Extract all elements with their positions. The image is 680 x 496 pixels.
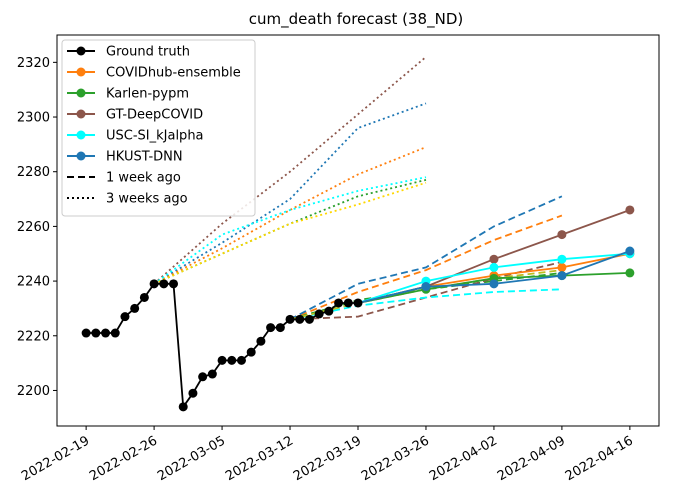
legend-label: 1 week ago: [106, 171, 181, 186]
legend-label: Ground truth: [106, 45, 190, 60]
legend-marker: [76, 109, 86, 119]
ground-truth-marker: [101, 328, 111, 338]
legend-marker: [76, 46, 86, 56]
legend-label: COVIDhub-ensemble: [106, 66, 241, 81]
ground-truth-marker: [314, 309, 324, 319]
x-tick-label: 2022-03-12: [223, 433, 296, 484]
ground-truth-marker: [188, 388, 198, 398]
hkust-dnn-marker: [489, 279, 499, 289]
legend-marker: [76, 151, 86, 161]
ground-truth-marker: [81, 328, 91, 338]
y-tick-label: 2200: [17, 384, 50, 399]
y-tick-label: 2300: [17, 111, 50, 126]
ground-truth-marker: [353, 298, 363, 308]
ground-truth-marker: [324, 306, 334, 316]
chart-title: cum_death forecast (38_ND): [249, 10, 463, 29]
forecast-dashed-line: [289, 269, 563, 321]
ground-truth-marker: [217, 355, 227, 365]
ground-truth-marker: [304, 314, 314, 324]
legend-label: HKUST-DNN: [106, 150, 183, 165]
ground-truth-marker: [343, 298, 353, 308]
ground-truth-line: [86, 282, 358, 410]
ground-truth-marker: [120, 312, 130, 322]
x-tick-label: 2022-03-26: [359, 433, 432, 484]
ground-truth-marker: [110, 328, 120, 338]
ground-truth-marker: [334, 298, 344, 308]
ground-truth-marker: [275, 323, 285, 333]
karlen-pypm-marker: [625, 268, 635, 278]
ground-truth-marker: [139, 292, 149, 302]
y-tick-label: 2220: [17, 329, 50, 344]
usc-si-kjalpha-dotted-line: [153, 176, 427, 285]
legend-label: USC-SI_kJalpha: [106, 129, 204, 144]
ground-truth-marker: [295, 314, 305, 324]
x-tick-label: 2022-02-19: [19, 433, 92, 484]
usc-si-kjalpha-marker: [557, 254, 567, 264]
x-tick-label: 2022-02-26: [87, 433, 160, 484]
ground-truth-marker: [227, 355, 237, 365]
ground-truth-marker: [169, 279, 179, 289]
ground-truth-marker: [266, 323, 276, 333]
series-layer: [81, 56, 635, 412]
legend-marker: [76, 67, 86, 77]
gt-deepcovid-marker: [489, 254, 499, 264]
hkust-dnn-dotted-line: [153, 102, 427, 285]
legend: Ground truth COVIDhub-ensemble Karlen-pypm…: [61, 39, 256, 217]
hkust-dnn-marker: [625, 246, 635, 256]
ground-truth-marker: [159, 279, 169, 289]
legend-label: Karlen-pypm: [106, 87, 189, 102]
ground-truth-marker: [91, 328, 101, 338]
karlen-pypm-dotted-line: [153, 179, 427, 285]
legend-label: 3 weeks ago: [106, 192, 188, 207]
covidhub-ensemble-marker: [557, 262, 567, 272]
ground-truth-marker: [285, 314, 295, 324]
gt-deepcovid-dotted-line: [153, 56, 427, 285]
legend-marker: [76, 88, 86, 98]
legend-label: GT-DeepCOVID: [106, 108, 203, 123]
usc-si-kjalpha-marker: [489, 262, 499, 272]
x-tick-label: 2022-04-02: [427, 433, 500, 484]
x-tick-label: 2022-03-19: [291, 433, 364, 484]
ground-truth-marker: [149, 279, 159, 289]
gt-deepcovid-marker: [625, 205, 635, 215]
x-tick-label: 2022-04-16: [563, 433, 636, 484]
ground-truth-marker: [246, 347, 256, 357]
hkust-dnn-marker: [557, 271, 567, 281]
covidhub-ensemble-dotted-line: [153, 146, 427, 285]
ground-truth-marker: [198, 372, 208, 382]
y-tick-label: 2280: [17, 165, 50, 180]
ground-truth-marker: [178, 402, 188, 412]
gt-deepcovid-marker: [557, 230, 567, 240]
ground-truth-marker: [236, 355, 246, 365]
hkust-dnn-dashed-line: [289, 195, 563, 321]
ground-truth-marker: [130, 303, 140, 313]
y-tick-label: 2260: [17, 220, 50, 235]
legend-box: [61, 39, 256, 217]
usc-si-kjalpha-dashed-line: [289, 288, 562, 321]
ground-truth-marker: [207, 369, 217, 379]
x-tick-label: 2022-04-09: [495, 433, 568, 484]
ground-truth-marker: [256, 336, 266, 346]
y-tick-label: 2240: [17, 275, 50, 290]
x-tick-label: 2022-03-05: [155, 433, 228, 484]
hkust-dnn-marker: [421, 282, 431, 292]
legend-marker: [76, 130, 86, 140]
y-tick-label: 2320: [17, 56, 50, 71]
